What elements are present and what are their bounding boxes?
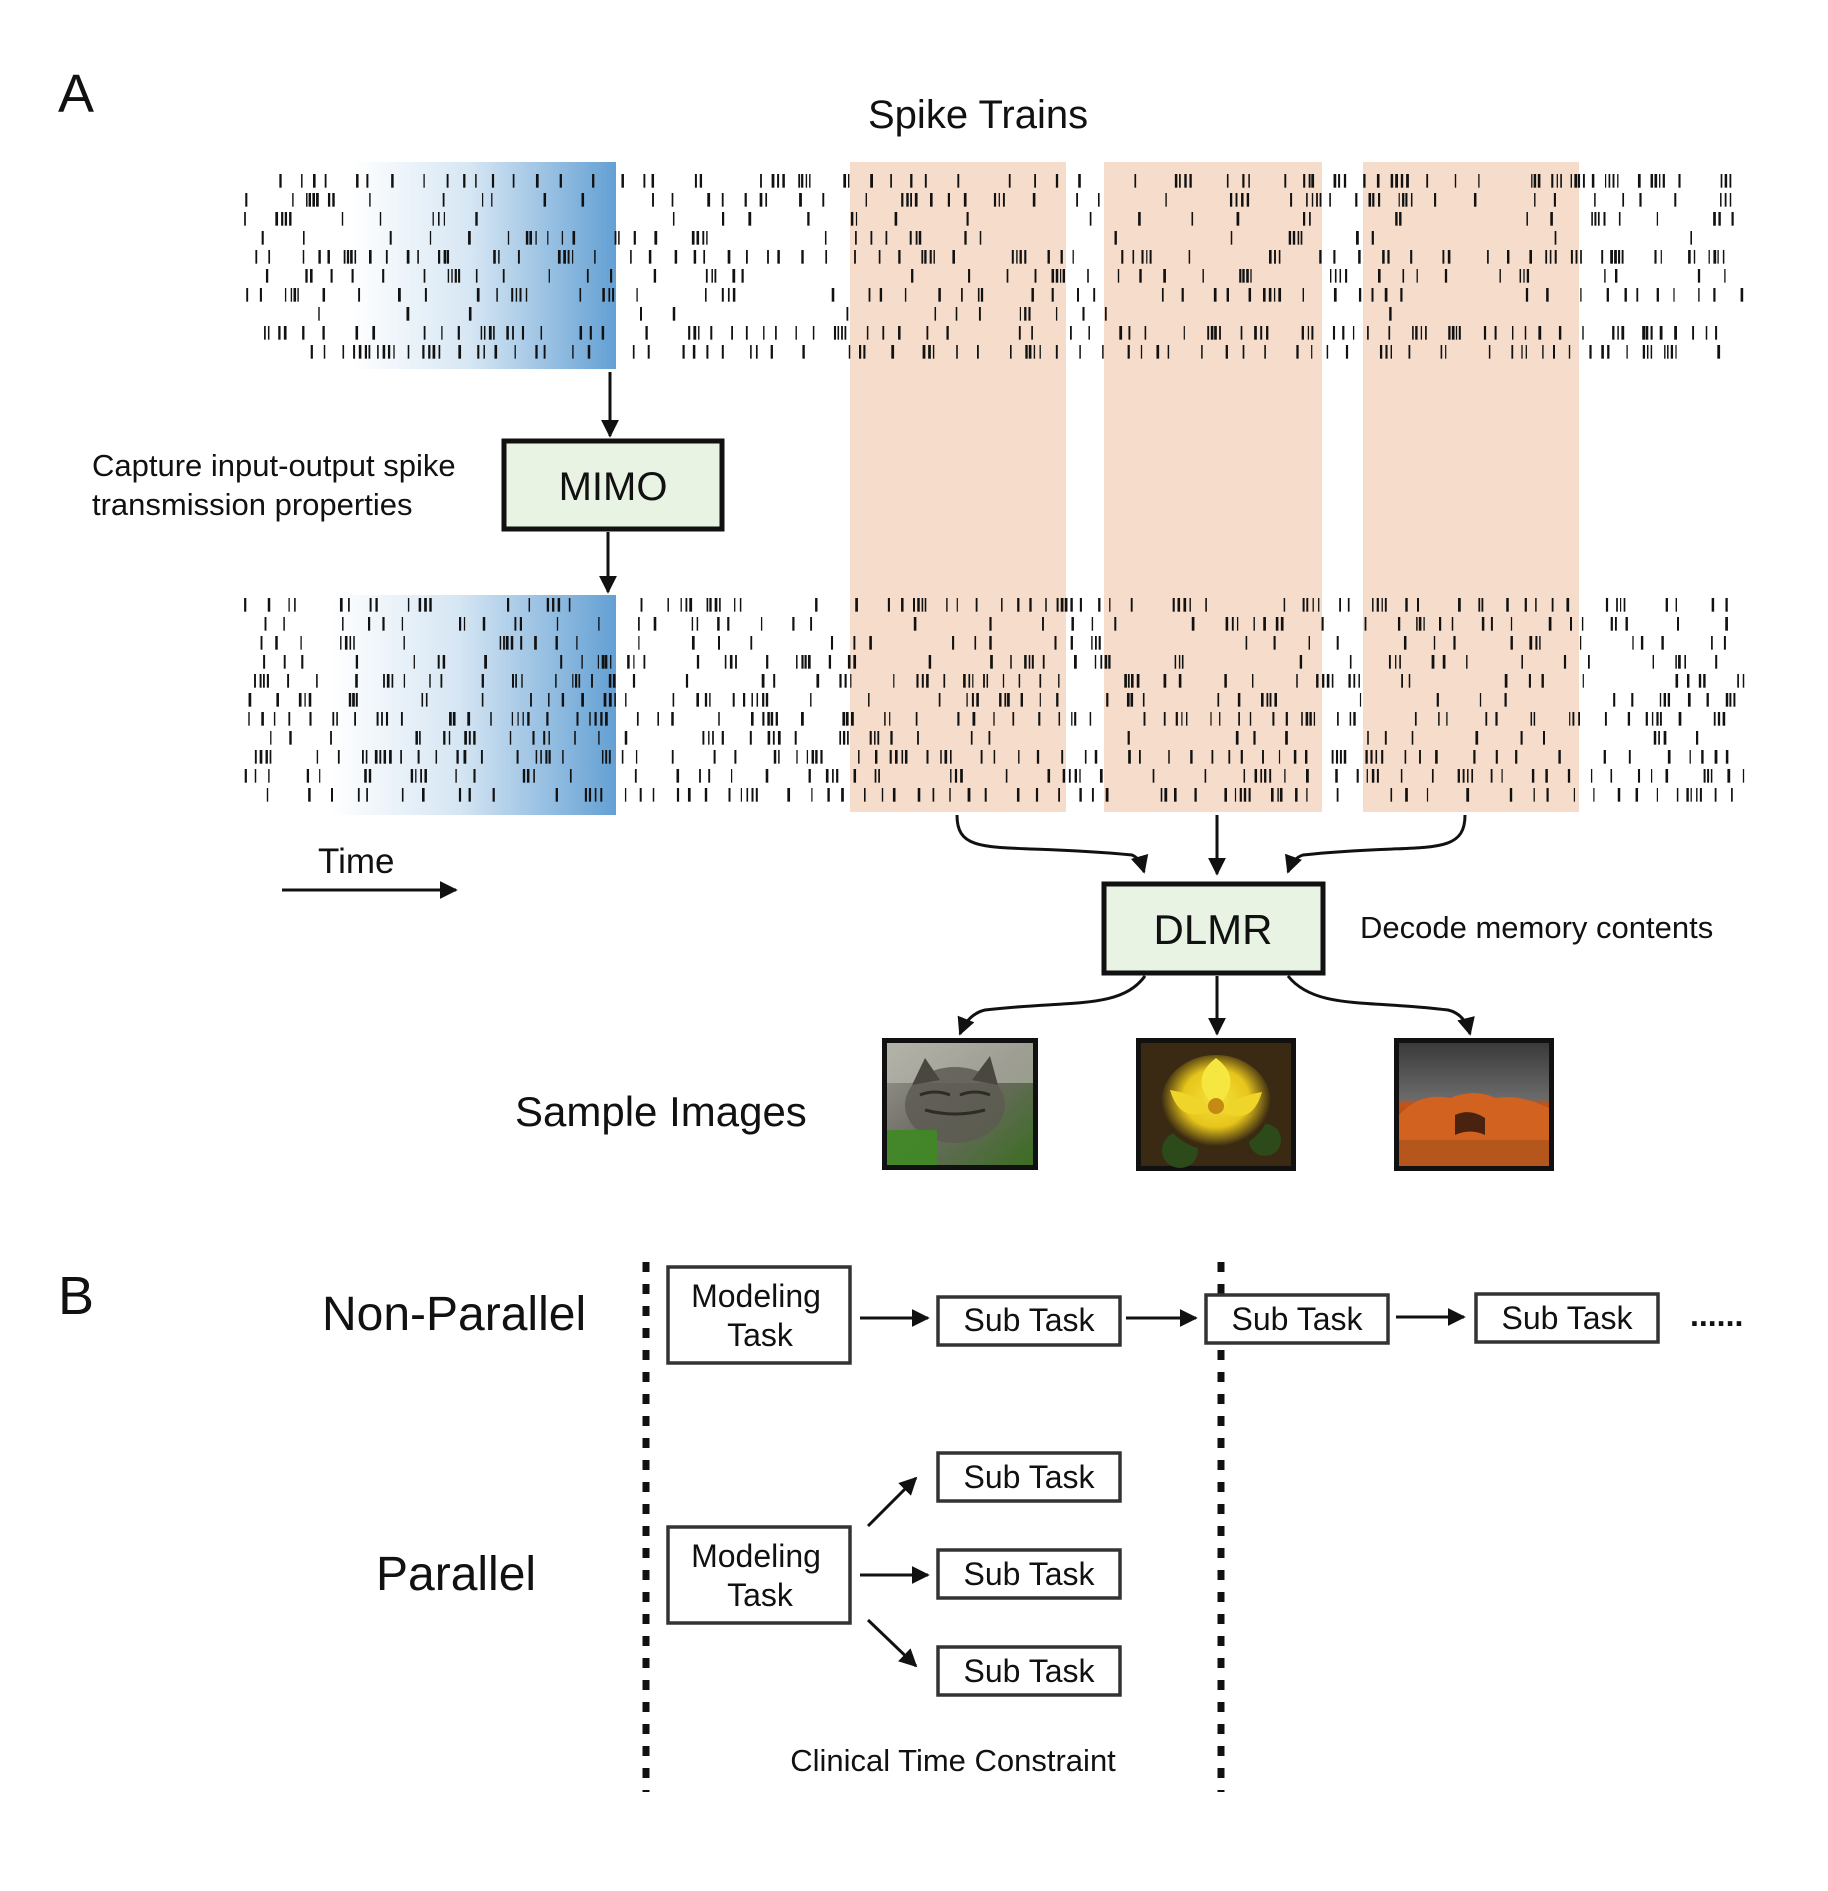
arrow-dlmr-to-image1 xyxy=(957,975,1147,1036)
arrow-window1-to-dlmr xyxy=(955,814,1149,874)
modeling-task-box-parallel xyxy=(666,1525,852,1625)
sub-task-label-p-1: Sub Task xyxy=(963,1459,1095,1495)
panel-b-label: B xyxy=(58,1266,94,1326)
sub-task-box-np-2 xyxy=(1204,1293,1390,1345)
sub-task-label-np-2: Sub Task xyxy=(1231,1301,1363,1337)
sub-task-box-p-2 xyxy=(936,1548,1122,1600)
continuation-ellipsis: ...... xyxy=(1690,1297,1743,1333)
mimo-label: MIMO xyxy=(559,465,668,509)
time-label: Time xyxy=(318,842,394,881)
sub-task-label-p-3: Sub Task xyxy=(963,1653,1095,1689)
sub-task-label-np-1: Sub Task xyxy=(963,1302,1095,1338)
dlmr-caption: Decode memory contents xyxy=(1360,910,1713,945)
mimo-caption-line1: Capture input-output spike xyxy=(92,448,456,483)
arrow-dlmr-to-image3 xyxy=(1286,975,1475,1036)
mimo-caption-line2: transmission properties xyxy=(92,487,412,522)
sample-image-rock xyxy=(1394,1038,1554,1171)
non-parallel-label: Non-Parallel xyxy=(322,1288,586,1341)
sub-task-box-np-3 xyxy=(1474,1292,1660,1344)
modeling-task-line2: Task xyxy=(727,1317,794,1353)
sample-images-label: Sample Images xyxy=(515,1088,807,1135)
panel-a-label: A xyxy=(58,64,94,124)
sample-image-cat xyxy=(882,1038,1038,1170)
spike-trains-title: Spike Trains xyxy=(868,93,1088,137)
sub-task-label-p-2: Sub Task xyxy=(963,1556,1095,1592)
sample-image-flower xyxy=(1136,1038,1296,1171)
dlmr-label: DLMR xyxy=(1153,906,1272,953)
clinical-time-constraint-label: Clinical Time Constraint xyxy=(790,1743,1116,1778)
arrow-window3-to-dlmr xyxy=(1284,814,1467,874)
decode-window-2 xyxy=(1104,162,1322,812)
spike-raster-output xyxy=(244,598,1745,802)
modeling-task-box-non-parallel xyxy=(666,1265,852,1365)
modeling-task-line1: Modeling xyxy=(691,1278,821,1314)
input-window-bottom xyxy=(330,595,616,815)
modeling-task-line2-parallel: Task xyxy=(727,1577,794,1613)
decode-window-1 xyxy=(850,162,1066,812)
decode-window-3 xyxy=(1363,162,1579,812)
modeling-task-line1-parallel: Modeling xyxy=(691,1538,821,1574)
sub-task-box-p-1 xyxy=(936,1451,1122,1503)
dlmr-box xyxy=(1101,881,1326,976)
parallel-label: Parallel xyxy=(376,1548,536,1601)
sub-task-box-np-1 xyxy=(936,1295,1122,1347)
arrow-p-up xyxy=(866,1476,918,1528)
sub-task-box-p-3 xyxy=(936,1645,1122,1697)
mimo-box xyxy=(501,438,725,532)
arrow-p-down xyxy=(866,1618,918,1668)
spike-raster-input xyxy=(244,174,1744,359)
sub-task-label-np-3: Sub Task xyxy=(1501,1300,1633,1336)
